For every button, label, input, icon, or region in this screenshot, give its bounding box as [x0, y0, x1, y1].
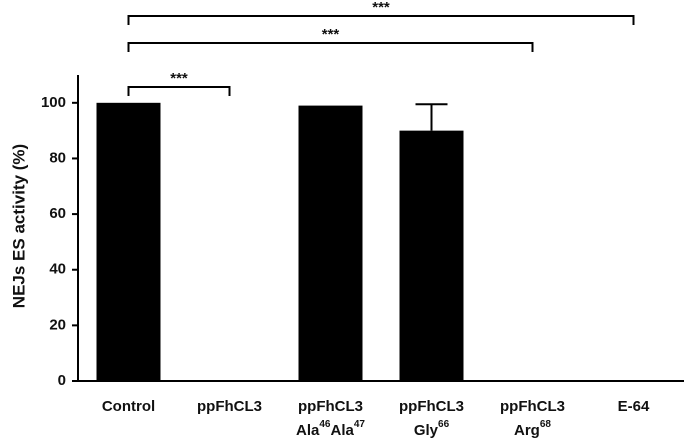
- significance-bracket: [127, 86, 231, 96]
- x-tick-label: E-64: [618, 398, 650, 415]
- superscript: 66: [438, 419, 450, 430]
- label-text: Control: [102, 398, 155, 415]
- bar: [298, 105, 363, 381]
- superscript: 68: [540, 419, 552, 430]
- significance-label: ***: [372, 0, 390, 16]
- y-tick-label: 20: [49, 316, 66, 333]
- significance-label: ***: [170, 70, 188, 87]
- error-bar: [415, 103, 448, 131]
- bar: [399, 130, 464, 381]
- label-text: Arg: [514, 422, 540, 439]
- y-tick-label: 100: [41, 94, 66, 111]
- x-tick-label: ppFhCL3: [399, 398, 464, 415]
- y-tick-label: 60: [49, 205, 66, 222]
- label-text: ppFhCL3: [298, 398, 363, 415]
- y-tick-label: 40: [49, 261, 66, 278]
- x-tick-label: Arg68: [514, 419, 551, 439]
- superscript: 46: [319, 419, 331, 430]
- significance-bracket: [127, 15, 635, 25]
- significance-label: ***: [322, 26, 340, 43]
- y-tick-label: 0: [58, 372, 66, 389]
- x-tick-label: Ala46Ala47: [296, 419, 365, 439]
- x-tick-label: Control: [102, 398, 155, 415]
- label-text: ppFhCL3: [197, 398, 262, 415]
- label-text: Ala: [331, 422, 355, 439]
- x-tick-label: ppFhCL3: [500, 398, 565, 415]
- y-axis-label: NEJs ES activity (%): [9, 144, 28, 308]
- label-text: Gly: [414, 422, 439, 439]
- y-tick-label: 80: [49, 149, 66, 166]
- x-tick-label: ppFhCL3: [298, 398, 363, 415]
- label-text: ppFhCL3: [399, 398, 464, 415]
- label-text: E-64: [618, 398, 650, 415]
- superscript: 47: [354, 419, 366, 430]
- label-text: ppFhCL3: [500, 398, 565, 415]
- label-text: Ala: [296, 422, 320, 439]
- significance-bracket: [127, 42, 534, 52]
- x-tick-label: Gly66: [414, 419, 450, 439]
- bar: [96, 102, 161, 382]
- x-tick-label: ppFhCL3: [197, 398, 262, 415]
